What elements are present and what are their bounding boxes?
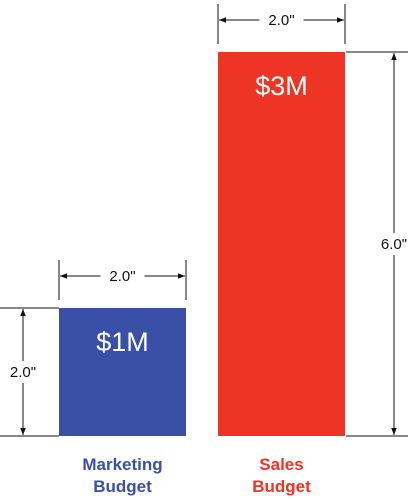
marketing-height-label: 2.0"	[10, 364, 36, 381]
marketing-value-label: $1M	[96, 327, 149, 357]
sales-width-label-bg	[259, 10, 304, 30]
sales-height-label-bg	[372, 233, 416, 255]
sales-height-label: 6.0"	[381, 236, 407, 253]
marketing-width-label: 2.0"	[109, 268, 135, 285]
sales-budget-bar	[218, 52, 345, 436]
marketing-budget-bar	[59, 308, 186, 436]
sales-width-label: 2.0"	[268, 12, 294, 29]
marketing-width-label-bg	[100, 266, 145, 286]
marketing-category-label-line: Marketing	[82, 455, 162, 474]
sales-category-label: Sales Budget	[252, 455, 311, 496]
sales-value-label: $3M	[255, 71, 308, 101]
chart-marks: $1M 2.0" 2.0" Marketing Budget $3M 2.0" 6.0" Sal…	[0, 4, 416, 496]
marketing-category-label: Marketing Budget	[82, 455, 162, 496]
sales-category-label-line: Budget	[252, 477, 311, 496]
marketing-height-label-bg	[1, 361, 45, 383]
marketing-category-label-line: Budget	[93, 477, 152, 496]
sales-category-label-line: Sales	[259, 455, 303, 474]
